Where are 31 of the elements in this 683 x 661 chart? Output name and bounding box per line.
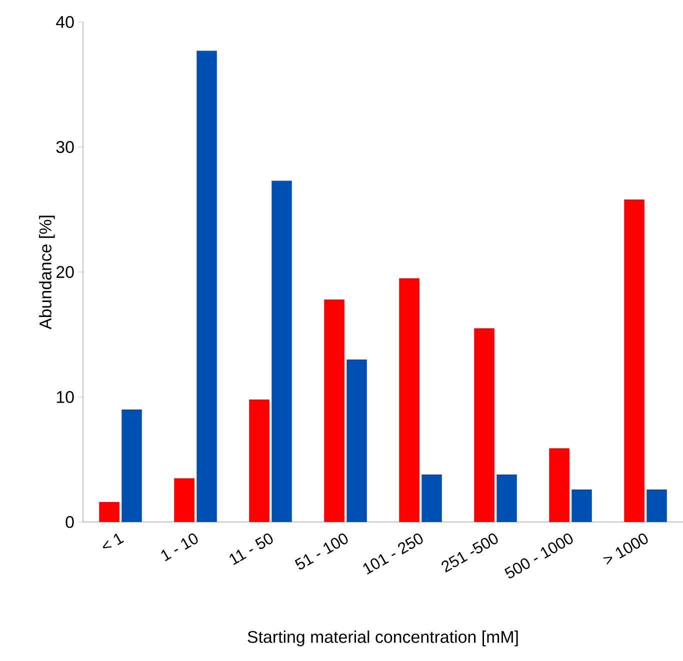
x-tick-label: > 1000 [603,533,648,565]
bar [196,50,217,522]
x-tick-label: 500 - 1000 [504,534,573,578]
y-axis-title: Abundance [%] [39,216,55,330]
bar [422,474,442,522]
x-tick-label: 51 - 100 [294,533,348,570]
bar [474,328,494,522]
bar [272,180,292,522]
y-tick-label: 40 [56,16,74,28]
x-tick-label: 251 -500 [442,534,498,573]
x-tick-label: 1 - 10 [161,533,198,562]
bar [399,278,420,522]
y-tick-label: 0 [66,516,74,528]
y-tick-label: 20 [56,266,74,278]
bar [346,360,367,522]
x-tick-label: 11 - 50 [230,533,273,566]
x-tick-label: < 1 [102,534,124,548]
x-axis-title: Starting material concentration [mM] [248,630,518,646]
bar [646,490,667,522]
y-tick-label: 30 [56,141,74,153]
bar [324,299,344,522]
bar [174,478,194,522]
bar [624,199,644,522]
bar [496,474,517,522]
bar [99,502,120,522]
bar [122,410,142,522]
bar [249,400,270,522]
bar [549,448,570,522]
y-tick-label: 10 [56,391,74,403]
x-tick-label: 101 - 250 [363,534,423,575]
bar [572,490,592,522]
